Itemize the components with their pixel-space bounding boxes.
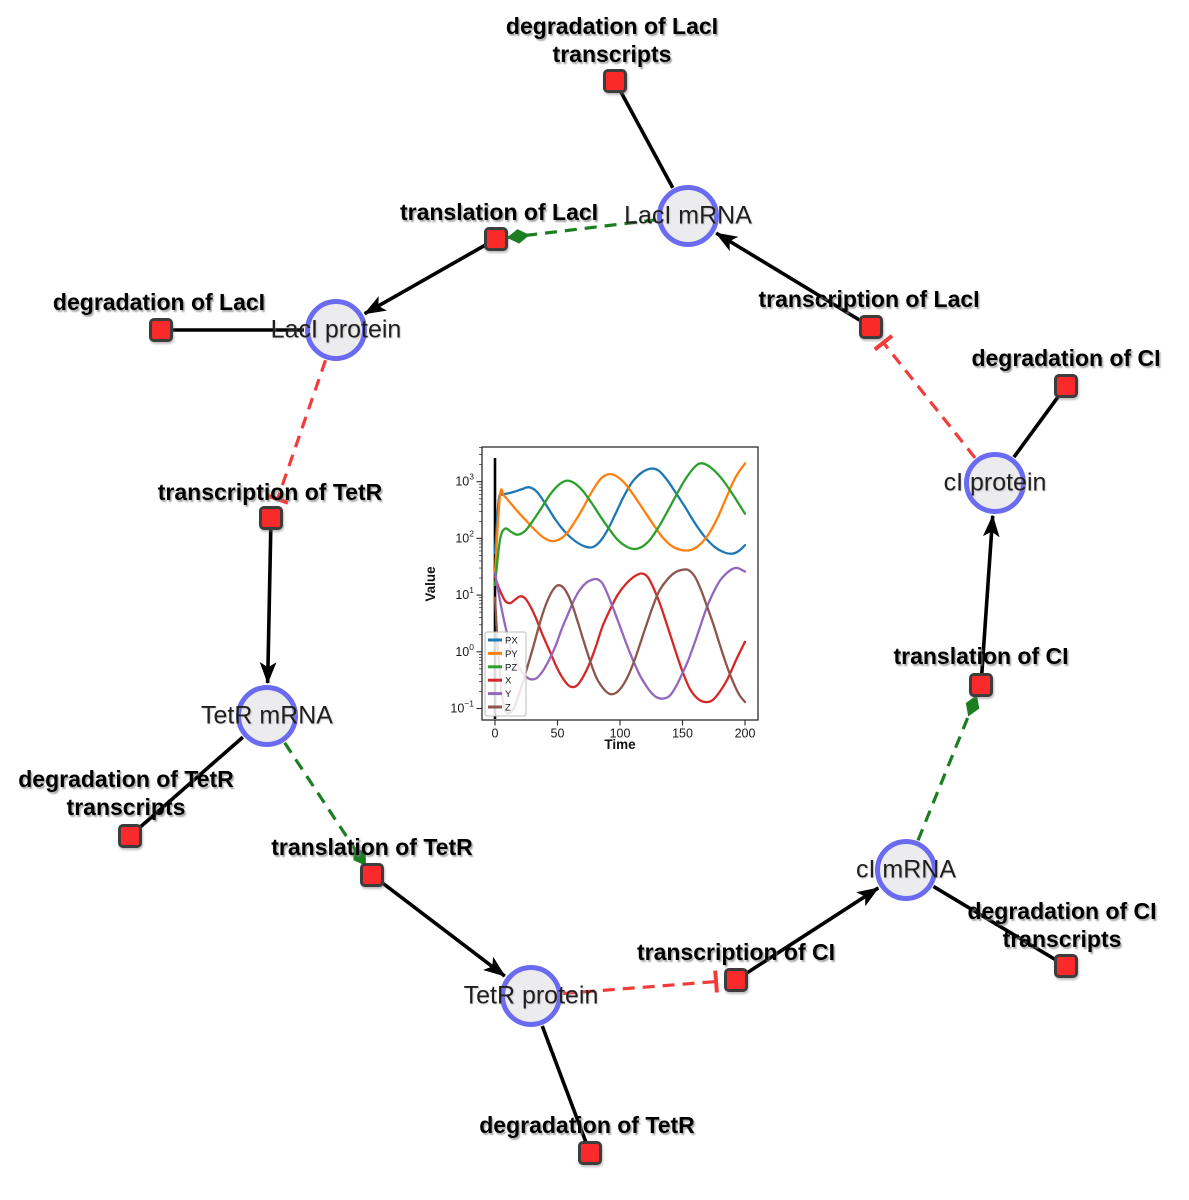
inset-x-tick-label: 100 xyxy=(610,727,631,741)
reaction-node-transcription_ci[interactable] xyxy=(724,968,748,992)
series-PY-line xyxy=(493,462,747,574)
reaction-label-transcription_tetr: transcription of TetR xyxy=(158,478,382,506)
reaction-label-line: translation of TetR xyxy=(271,834,473,860)
series-PX-line xyxy=(493,467,747,555)
reaction-label-line: degradation of LacI xyxy=(505,13,719,39)
reaction-node-translation_ci[interactable] xyxy=(969,673,993,697)
series-Y-line xyxy=(493,566,747,700)
species-node-ci_mrna[interactable] xyxy=(875,839,937,901)
reaction-label-line: degradation of LacI xyxy=(52,289,266,315)
reaction-label-deg_tetr_tx: degradation of TetR transcripts xyxy=(18,765,234,821)
edge-modifier-laci_mrna-to-translation_laci xyxy=(506,218,657,244)
edge-modifier-tetr_mrna-to-translation_tetr xyxy=(283,741,367,866)
legend-label-Z: Z xyxy=(505,703,511,714)
reaction-label-line: translation of LacI xyxy=(399,199,599,225)
species-label-tetr_protein: TetR protein xyxy=(463,981,599,1010)
inset-y-axis-label: Value xyxy=(424,566,438,602)
inset-x-tick-label: 0 xyxy=(492,727,499,741)
species-label-tetr_mrna: TetR mRNA xyxy=(201,701,333,730)
species-node-tetr_mrna[interactable] xyxy=(236,685,298,747)
reaction-node-deg_tetr[interactable] xyxy=(578,1141,602,1165)
legend-label-X: X xyxy=(505,676,512,687)
reaction-label-deg_tetr: degradation of TetR xyxy=(479,1111,695,1139)
inset-y-tick-label: 101 xyxy=(455,585,474,602)
reaction-label-transcription_laci: transcription of LacI xyxy=(758,285,979,313)
edge-reactant-laci_mrna-to-deg_laci_tx xyxy=(613,80,675,189)
edge-reactant-tetr_mrna-to-deg_tetr_tx xyxy=(128,735,245,838)
reaction-label-translation_tetr: translation of TetR xyxy=(271,833,472,861)
edge-product-translation_ci-to-ci_protein xyxy=(979,514,1000,686)
reaction-label-line: degradation of TetR xyxy=(18,766,234,792)
inset-y-tick-label: 102 xyxy=(455,528,474,545)
legend-label-PZ: PZ xyxy=(505,662,517,673)
reaction-node-deg_laci_tx[interactable] xyxy=(603,69,627,93)
reaction-label-line: transcripts xyxy=(1002,926,1122,952)
reaction-node-deg_tetr_tx[interactable] xyxy=(118,824,142,848)
reaction-label-line: degradation of TetR xyxy=(479,1112,695,1138)
reaction-label-line: degradation of CI xyxy=(967,898,1157,924)
species-label-ci_protein: cI protein xyxy=(943,468,1047,497)
edge-inhibition-tetr_protein-to-transcription_ci xyxy=(562,970,719,996)
reaction-node-transcription_tetr[interactable] xyxy=(259,506,283,530)
edge-modifier-ci_mrna-to-translation_ci xyxy=(916,695,980,841)
reaction-node-deg_laci[interactable] xyxy=(149,318,173,342)
reaction-node-deg_ci[interactable] xyxy=(1054,374,1078,398)
inset-y-tick-label: 100 xyxy=(455,642,474,659)
edge-product-translation_laci-to-laci_protein xyxy=(363,237,497,316)
reaction-label-line: transcripts xyxy=(552,41,672,67)
species-node-tetr_protein[interactable] xyxy=(500,965,562,1027)
reaction-node-deg_ci_tx[interactable] xyxy=(1054,954,1078,978)
reaction-node-transcription_laci[interactable] xyxy=(859,315,883,339)
reaction-label-deg_laci: degradation of LacI xyxy=(53,288,265,316)
reaction-label-deg_laci_tx: degradation of LacI transcripts xyxy=(506,12,718,68)
reaction-label-transcription_ci: transcription of CI xyxy=(637,938,835,966)
inset-y-tick-label: 103 xyxy=(455,472,474,489)
species-node-ci_protein[interactable] xyxy=(964,452,1026,514)
inset-y-tick-label: 10−1 xyxy=(450,699,474,716)
species-label-ci_mrna: cI mRNA xyxy=(856,855,956,884)
series-X-line xyxy=(493,572,747,704)
reaction-label-line: transcription of LacI xyxy=(758,286,980,312)
reaction-label-line: transcription of CI xyxy=(636,939,836,965)
edge-product-transcription_laci-to-laci_mrna xyxy=(715,231,872,329)
inset-x-tick-label: 150 xyxy=(672,727,693,741)
species-label-laci_mrna: LacI mRNA xyxy=(624,201,752,230)
reaction-label-deg_ci: degradation of CI xyxy=(971,344,1160,372)
edge-reactant-tetr_protein-to-deg_tetr xyxy=(540,1025,592,1154)
legend-label-Y: Y xyxy=(505,689,512,700)
species-node-laci_mrna[interactable] xyxy=(657,185,719,247)
edge-product-transcription_ci-to-ci_mrna xyxy=(735,886,880,982)
inset-legend: PX PY PZ XYZ xyxy=(484,631,527,717)
legend-label-PY: PY xyxy=(505,649,518,660)
legend-label-PX: PX xyxy=(505,636,518,647)
reaction-label-line: transcripts xyxy=(66,794,186,820)
timeseries-inset: 0 50 100 150 200 10−1 100 101 102 103 PX PY PZ XYZ Ti… xyxy=(424,436,772,766)
inset-x-tick-label: 50 xyxy=(551,727,565,741)
inset-x-axis-label: Time xyxy=(604,737,636,752)
reaction-node-translation_laci[interactable] xyxy=(484,227,508,251)
reaction-label-line: transcription of TetR xyxy=(157,479,383,505)
reaction-label-line: translation of CI xyxy=(893,643,1069,669)
reaction-label-translation_ci: translation of CI xyxy=(893,642,1068,670)
inset-x-tick-label: 200 xyxy=(735,727,756,741)
edge-inhibition-ci_protein-to-transcription_laci xyxy=(873,334,977,459)
reaction-node-translation_tetr[interactable] xyxy=(360,863,384,887)
edge-inhibition-laci_protein-to-transcription_tetr xyxy=(266,359,328,505)
species-label-laci_protein: LacI protein xyxy=(270,315,402,344)
edge-reactant-ci_mrna-to-deg_ci_tx xyxy=(932,884,1067,968)
species-node-laci_protein[interactable] xyxy=(305,299,367,361)
reaction-label-translation_laci: translation of LacI xyxy=(400,198,598,226)
reaction-label-line: degradation of CI xyxy=(971,345,1161,371)
edge-product-transcription_tetr-to-tetr_mrna xyxy=(259,517,277,685)
series-PZ-line xyxy=(493,462,747,587)
edge-product-translation_tetr-to-tetr_protein xyxy=(370,873,506,978)
reaction-label-deg_ci_tx: degradation of CI transcripts xyxy=(967,897,1156,953)
